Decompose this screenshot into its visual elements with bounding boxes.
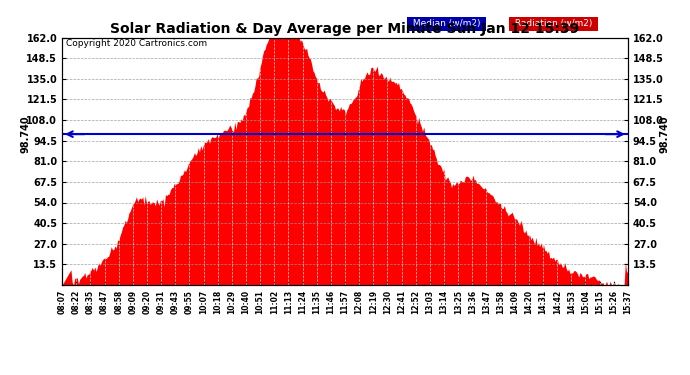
Text: Radiation (w/m2): Radiation (w/m2) [512, 20, 595, 28]
Text: Median (w/m2): Median (w/m2) [410, 20, 484, 28]
Text: Copyright 2020 Cartronics.com: Copyright 2020 Cartronics.com [66, 39, 207, 48]
Title: Solar Radiation & Day Average per Minute Sun Jan 12 15:39: Solar Radiation & Day Average per Minute… [110, 22, 580, 36]
Text: 98.740: 98.740 [660, 116, 670, 153]
Text: 98.740: 98.740 [20, 116, 30, 153]
